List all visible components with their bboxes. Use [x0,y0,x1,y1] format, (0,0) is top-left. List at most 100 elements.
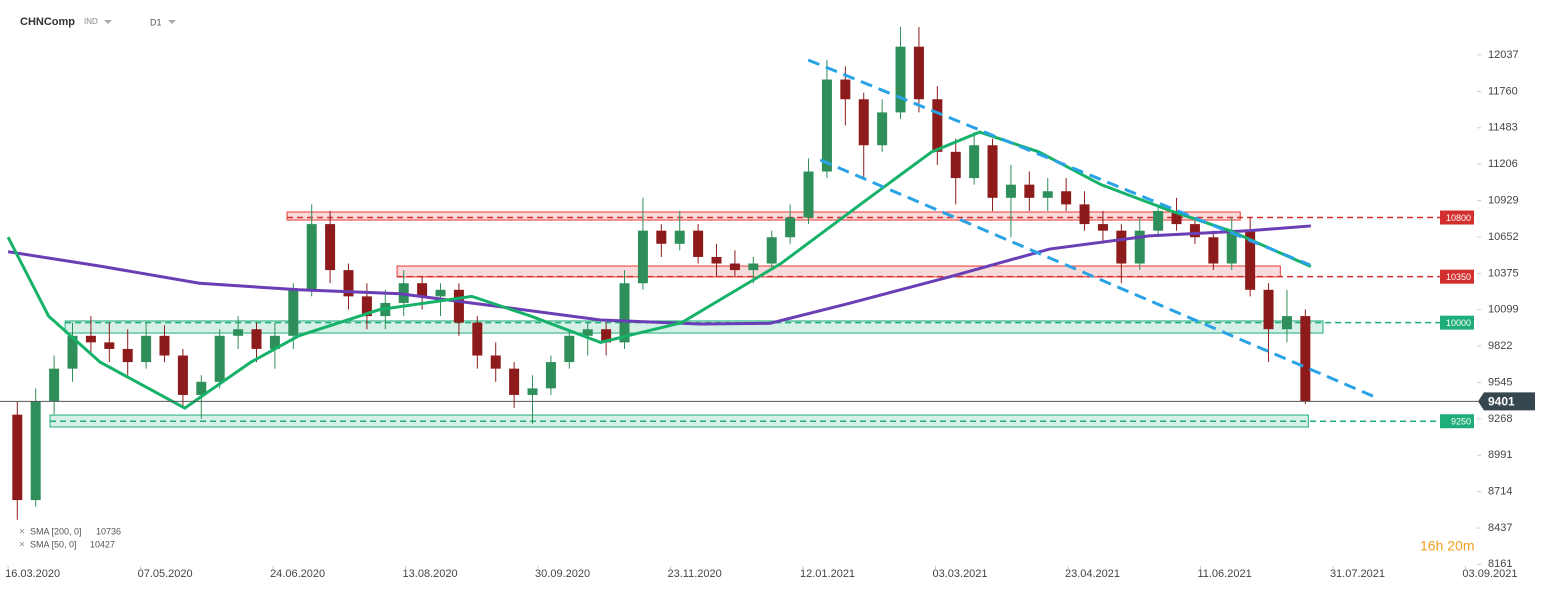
legend-close[interactable]: × [19,527,25,538]
candle-body [67,335,78,369]
candle-body [1097,224,1108,231]
timeframe[interactable]: D1 [150,17,162,27]
level-label-box [1440,269,1474,284]
candle-body [766,237,777,264]
candle-body [233,329,244,336]
dropdown-caret[interactable] [168,20,176,24]
candle-body [729,263,740,271]
y-tick-label: 8161 [1488,558,1512,570]
legend-value: 10736 [96,526,121,536]
candle-body [177,355,188,395]
y-tick-label: 11760 [1488,85,1518,97]
y-tick-label: 10099 [1488,304,1519,316]
y-tick-label: 10929 [1488,194,1519,206]
candle-body [1079,204,1090,225]
y-tick-label: 8437 [1488,522,1512,534]
candle-body [104,342,115,349]
candle-body [251,329,262,349]
candle-body [1005,184,1016,198]
zone [286,211,1241,221]
y-tick-label: 9822 [1488,340,1512,352]
candle-body [269,335,280,349]
candle-body [196,381,207,395]
trendline [807,58,1311,267]
candle-body [564,335,575,363]
candle-body [417,283,428,297]
candle-body [545,362,556,389]
y-tick-label: 11206 [1488,158,1518,170]
candle-body [1024,184,1035,198]
chart-title: CHNComp [20,16,75,28]
candle-body [637,230,648,284]
candle-body [30,401,41,501]
level-label-box [1440,315,1474,330]
candle-body [472,322,483,356]
y-tick-label: 8991 [1488,449,1512,461]
candle-body [693,230,704,257]
candle-body [288,289,299,336]
x-tick-label: 13.08.2020 [403,568,458,580]
y-tick-label: 9545 [1488,376,1512,388]
level-label-box [1440,414,1474,429]
candle-body [1245,230,1256,290]
x-tick-label: 16.03.2020 [5,568,60,580]
candle-body [1134,230,1145,264]
level-label-box [1440,210,1474,225]
candle-body [803,171,814,218]
candle-body [1153,210,1164,231]
x-tick-label: 07.05.2020 [138,568,193,580]
candle-body [582,329,593,336]
sma-line [7,224,1311,326]
candle-body [748,263,759,271]
x-tick-label: 24.06.2020 [270,568,325,580]
candle-body [619,283,630,343]
x-tick-label: 12.01.2021 [800,568,855,580]
candle-body [913,46,924,100]
candle-body [858,99,869,146]
x-tick-label: 03.03.2021 [932,568,987,580]
current-price-label: 9401 [1488,395,1515,409]
level-label: 10800 [1446,213,1471,223]
zone [396,265,1281,278]
candle-body [840,79,851,100]
current-price-box [1478,392,1535,411]
candle-body [674,230,685,244]
candle-body [656,230,667,244]
timer: 16h 20m [1420,538,1474,554]
candle-body [1226,230,1237,264]
candle-body [85,335,96,343]
candle-body [601,329,612,343]
candle-body [490,355,501,369]
candle-body [214,335,225,382]
y-tick-label: 11483 [1488,122,1518,134]
candle-body [821,79,832,172]
y-tick-label: 9268 [1488,413,1512,425]
candle-body [987,145,998,198]
candle-body [453,289,464,323]
candle-body [969,145,980,179]
y-tick-label: 12037 [1488,49,1519,61]
x-tick-label: 30.09.2020 [535,568,590,580]
x-tick-label: 11.06.2021 [1197,568,1251,580]
legend-close[interactable]: × [19,540,25,551]
candle-body [343,270,354,297]
candle-body [785,217,796,238]
sma-line [6,130,1312,410]
legend-name: SMA [50, 0] [30,539,77,549]
candle-body [711,256,722,264]
legend-value: 10427 [90,539,115,549]
candle-body [49,368,60,402]
dropdown-caret[interactable] [104,20,112,24]
level-label: 10000 [1446,318,1471,328]
candle-body [1171,210,1182,225]
chart-subtitle[interactable]: IND [84,17,98,26]
candle-body [1263,289,1274,330]
y-tick-label: 8714 [1488,486,1512,498]
candle-body [1300,316,1311,402]
legend-name: SMA [200, 0] [30,526,82,536]
candle-body [527,388,538,395]
candle-body [1189,224,1200,238]
candle-body [1281,316,1292,330]
candle-body [950,151,961,179]
candle-body [509,368,520,395]
